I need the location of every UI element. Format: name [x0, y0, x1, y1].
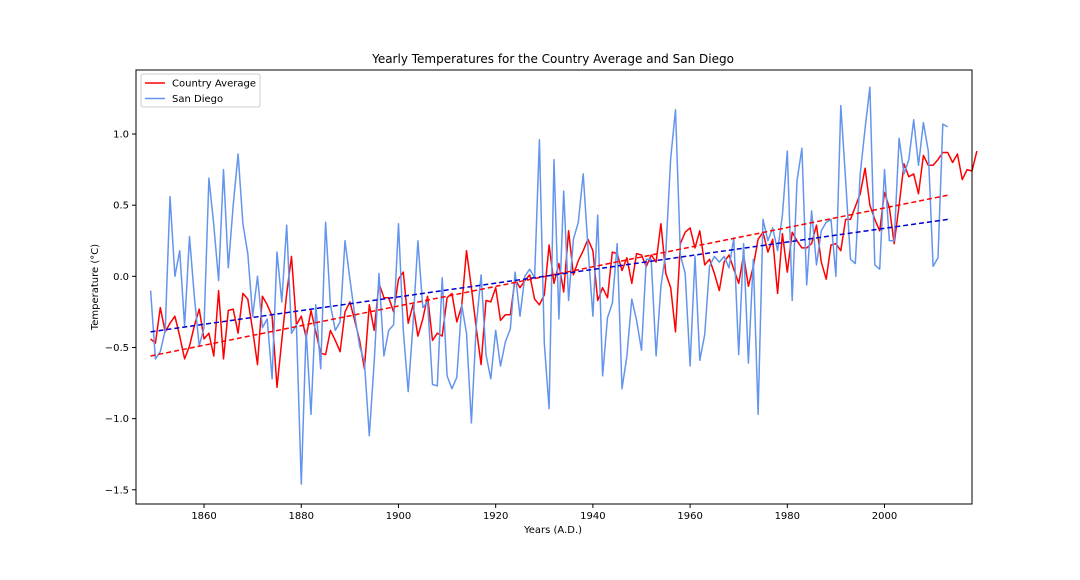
legend-box	[140, 73, 261, 108]
y-tick-label: −0.5	[105, 343, 129, 354]
x-tick-label: 1920	[483, 511, 508, 522]
y-axis-label: Temperature (°C)	[90, 244, 101, 331]
y-tick-label: −1.5	[105, 485, 129, 496]
legend-label: Country Average	[172, 79, 256, 90]
chart-title: Yearly Temperatures for the Country Aver…	[371, 52, 734, 66]
legend: Country Average San Diego	[140, 73, 261, 108]
series-line-san-diego	[149, 86, 949, 485]
legend-label: San Diego	[172, 94, 223, 105]
x-tick-label: 1880	[289, 511, 314, 522]
x-tick-label: 1860	[191, 511, 216, 522]
x-tick-label: 1980	[775, 511, 800, 522]
axes: 1860 1880 1900 1920 1940 1960 1980 2000 −1.5 −1.0…	[105, 69, 973, 522]
y-tick-label: 1.0	[113, 130, 129, 141]
axes-frame	[135, 69, 973, 505]
y-tick-label: −1.0	[105, 414, 129, 425]
y-tick-label: 0.5	[113, 201, 129, 212]
x-tick-label: 1900	[386, 511, 411, 522]
trend-line-2	[150, 218, 948, 333]
x-axis-label: Years (A.D.)	[523, 525, 582, 536]
plot-area	[149, 86, 978, 485]
x-tick-label: 1940	[580, 511, 605, 522]
x-tick-label: 2000	[872, 511, 897, 522]
series-line-country-average	[150, 150, 978, 389]
x-tick-label: 1960	[677, 511, 702, 522]
y-tick-label: 0.0	[113, 272, 129, 283]
